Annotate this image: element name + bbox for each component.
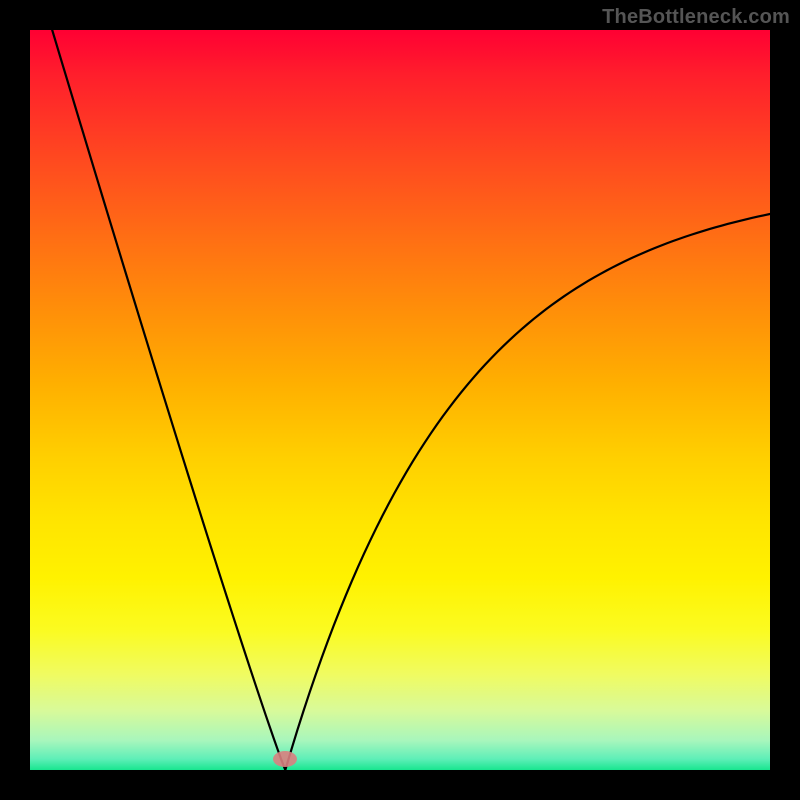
watermark-text: TheBottleneck.com (602, 6, 790, 29)
plot-area (30, 30, 770, 770)
curve-path (52, 30, 770, 770)
optimum-marker (273, 751, 297, 767)
chart-frame: TheBottleneck.com (0, 0, 800, 800)
bottleneck-curve (30, 30, 770, 770)
